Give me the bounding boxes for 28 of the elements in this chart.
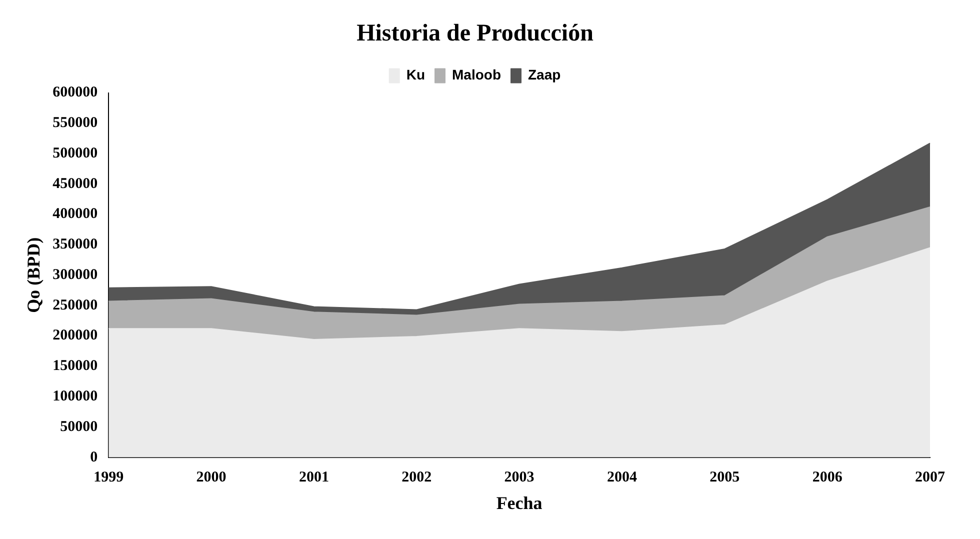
y-tick-label: 600000 [52, 84, 98, 101]
legend-label: Ku [406, 66, 426, 83]
x-tick-label: 2004 [606, 469, 638, 486]
y-tick-label: 400000 [52, 206, 98, 222]
x-tick-label: 2003 [504, 469, 534, 486]
x-tick-label: 2001 [298, 469, 329, 486]
y-tick-label: 500000 [52, 145, 98, 162]
y-tick-label: 150000 [52, 358, 98, 374]
x-axis-title: Fecha [496, 492, 542, 513]
legend-label: Maloob [452, 66, 501, 83]
x-tick-label: 2002 [402, 469, 432, 486]
x-tick-label: 2006 [812, 469, 843, 486]
y-tick-label: 200000 [52, 328, 98, 344]
y-axis-title: Qo (BPD) [23, 237, 44, 313]
y-tick-label: 300000 [52, 266, 98, 283]
y-tick-label: 0 [90, 449, 98, 466]
x-tick-label: 2005 [710, 469, 740, 486]
x-tick-label: 2000 [196, 469, 226, 486]
y-tick-label: 250000 [52, 297, 98, 314]
legend-label: Zaap [528, 66, 561, 83]
y-tick-label: 100000 [52, 388, 98, 405]
y-tick-label: 450000 [52, 176, 98, 192]
chart-title: Historia de Producción [356, 20, 594, 47]
x-tick-label: 1999 [94, 469, 124, 486]
y-tick-label: 50000 [60, 418, 98, 435]
y-tick-label: 550000 [52, 115, 98, 132]
x-tick-label: 2007 [915, 469, 946, 486]
y-tick-label: 350000 [52, 236, 98, 253]
